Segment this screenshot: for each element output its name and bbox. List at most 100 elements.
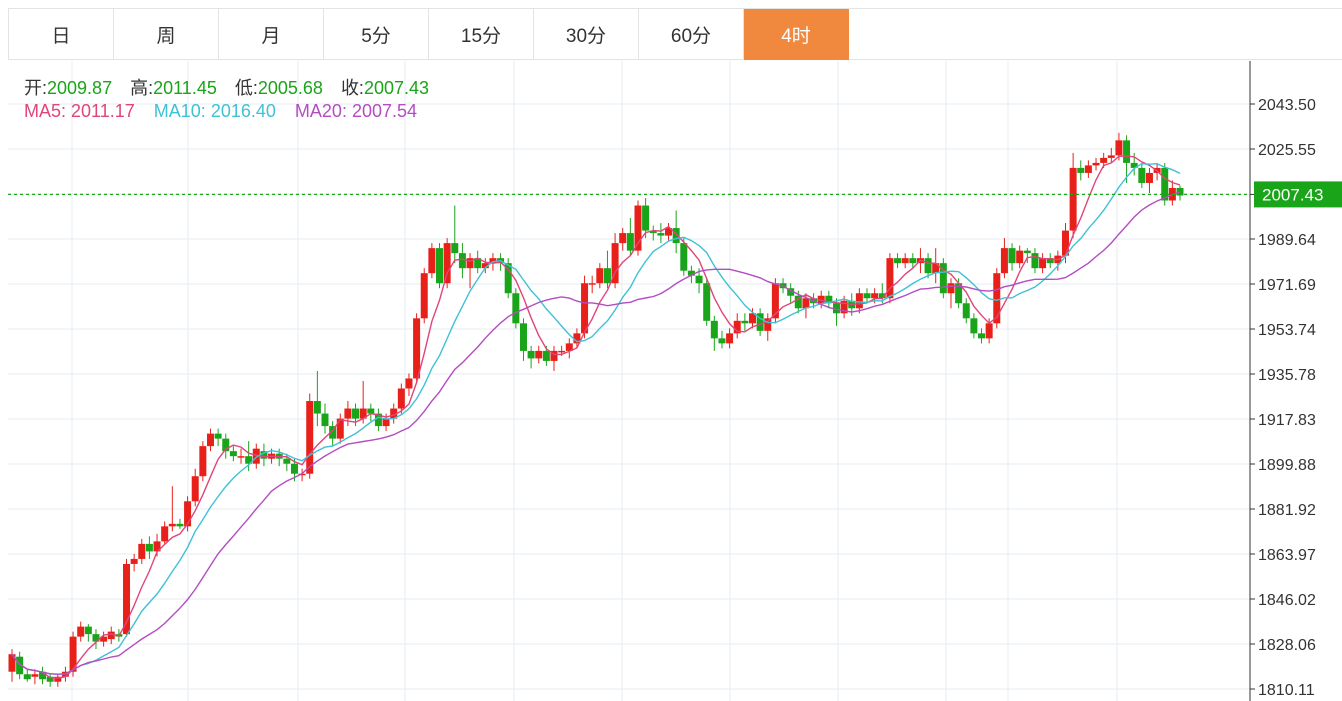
candle-body [1138, 167, 1146, 183]
candle-body [329, 426, 337, 439]
candle-body [283, 458, 291, 464]
candle-body [573, 333, 581, 344]
candle-body [451, 243, 459, 254]
candle-body [176, 523, 184, 527]
candle-body [206, 433, 214, 447]
candle-body [947, 283, 955, 294]
candle-body [474, 258, 482, 269]
candle-body [1107, 155, 1115, 158]
candle-body [1031, 253, 1039, 269]
candle-body [69, 636, 77, 672]
candle-body [519, 323, 527, 351]
tab-day[interactable]: 日 [9, 9, 114, 60]
ma10-value: 2016.40 [210, 101, 276, 121]
candle-body [252, 448, 260, 464]
candle-body [77, 626, 85, 637]
candle-body [695, 275, 703, 284]
candle-body [1077, 167, 1085, 173]
candle-body [1123, 140, 1131, 163]
y-tick-label: 1899.88 [1258, 457, 1316, 474]
tab-month[interactable]: 月 [219, 9, 324, 60]
y-tick-label: 1953.74 [1258, 322, 1316, 339]
y-tick-label: 1881.92 [1258, 502, 1316, 519]
tab-week[interactable]: 周 [114, 9, 219, 60]
candle-body [168, 523, 176, 527]
candle-body [436, 248, 444, 284]
candle-body [1092, 162, 1100, 166]
tab-60min[interactable]: 60分 [639, 9, 744, 60]
candle-body [214, 433, 222, 439]
y-tick-label: 1846.02 [1258, 592, 1316, 609]
candle-body [680, 243, 688, 271]
y-tick-label: 1810.11 [1258, 682, 1315, 699]
candle-body [535, 350, 543, 359]
ma5-value: 2011.17 [71, 101, 135, 121]
candle-body [840, 300, 848, 314]
candle-body [558, 350, 566, 353]
candle-body [405, 378, 413, 389]
ma10-label: MA10: [153, 101, 206, 121]
candle-body [825, 295, 833, 304]
candle-body [336, 418, 344, 439]
candle-body [367, 408, 375, 414]
candle-body [31, 674, 39, 677]
candle-body [382, 418, 390, 427]
candle-body [748, 313, 756, 324]
candle-body [321, 413, 329, 427]
candle-body [458, 253, 466, 269]
candle-body [237, 456, 245, 458]
open-value: 2009.87 [47, 78, 113, 98]
ma20-line [11, 191, 1181, 675]
candle-body [512, 293, 520, 324]
candle-body [1145, 172, 1153, 183]
open-label: 开: [24, 78, 48, 98]
y-tick-label: 1971.69 [1258, 277, 1316, 294]
ohlc-readout: 开:2009.87 高:2011.45 低:2005.68 收:2007.43 [24, 74, 447, 100]
candle-body [428, 248, 436, 274]
candle-body [909, 258, 917, 264]
candle-body [1046, 258, 1054, 264]
candle-body [145, 543, 153, 552]
candle-body [672, 228, 680, 244]
tab-30min[interactable]: 30分 [534, 9, 639, 60]
candle-body [993, 273, 1001, 324]
candle-body [466, 258, 474, 269]
y-tick-label: 1828.06 [1258, 637, 1316, 654]
candle-body [703, 283, 711, 321]
candle-body [1016, 250, 1024, 264]
tab-4hour[interactable]: 4时 [744, 9, 849, 60]
low-value: 2005.68 [257, 78, 323, 98]
candle-body [123, 563, 131, 635]
tab-15min[interactable]: 15分 [429, 9, 534, 60]
candle-body [1176, 187, 1184, 196]
candle-body [359, 408, 367, 419]
candle-body [756, 313, 764, 331]
candle-body [550, 350, 558, 361]
tab-5min[interactable]: 5分 [324, 9, 429, 60]
candle-body [229, 451, 237, 457]
y-tick-label: 1863.97 [1258, 547, 1316, 564]
candle-body [726, 333, 734, 344]
close-value: 2007.43 [363, 78, 430, 98]
candle-body [100, 636, 108, 642]
ma-readout: MA5: 2011.17 MA10: 2016.40 MA20: 2007.54 [24, 101, 417, 122]
candle-body [634, 205, 642, 251]
candle-body [596, 268, 604, 284]
candle-body [1061, 230, 1069, 256]
candle-body [184, 501, 192, 527]
candle-body [665, 228, 673, 236]
candle-body [955, 283, 963, 304]
candle-body [107, 631, 115, 640]
candle-body [260, 451, 268, 459]
y-tick-label: 1989.64 [1258, 232, 1316, 249]
candle-body [649, 230, 657, 234]
ma20-value: 2007.54 [351, 101, 418, 121]
candle-body [626, 233, 634, 251]
candle-body [191, 476, 199, 502]
candle-body [1100, 157, 1108, 163]
last-price-label: 2007.43 [1262, 185, 1323, 204]
candle-body [710, 320, 718, 339]
candle-body [16, 656, 24, 675]
candle-body [611, 243, 619, 284]
